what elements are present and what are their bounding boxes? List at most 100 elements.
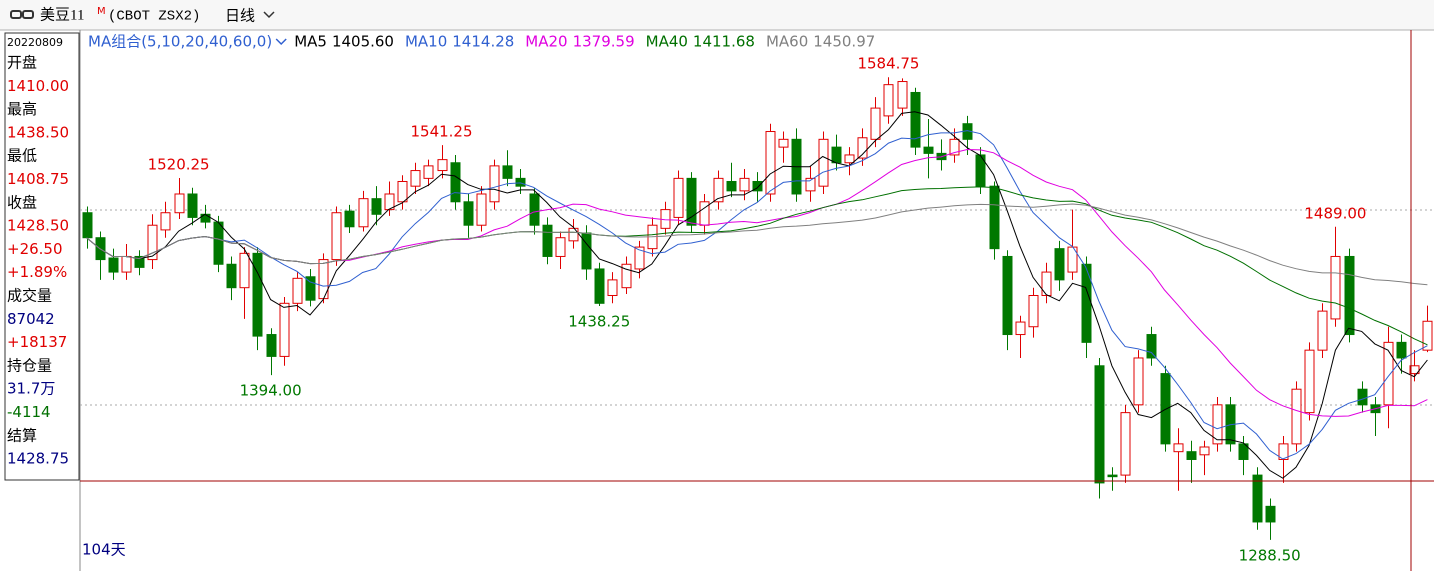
candle-body	[437, 159, 448, 172]
ma-legend: MA组合(5,10,20,40,60,0) MA5 1405.60 MA10 1414.…	[88, 33, 875, 51]
dropdown-arrow[interactable]	[263, 11, 275, 19]
candle-body	[1054, 248, 1065, 281]
info-item: 1428.50	[7, 217, 69, 235]
candle-body	[1396, 341, 1407, 359]
candle-body	[897, 81, 908, 109]
candle-body	[883, 84, 894, 117]
candle-body	[1212, 404, 1223, 445]
info-item: +1.89%	[7, 263, 67, 281]
candle-body	[805, 177, 816, 192]
ma-value: 1450.97	[813, 33, 875, 51]
candle-body	[239, 252, 250, 289]
ma-value: 1405.60	[332, 33, 394, 51]
code: (CBOT ZSX2)	[108, 9, 200, 25]
candle-body	[1146, 334, 1157, 359]
ma-line	[86, 203, 1428, 286]
ma-value: 1414.28	[452, 33, 514, 51]
candle-body	[726, 180, 737, 192]
info-list: 20220809 开盘 1410.00 最高 1438.50 最低 1408.75 收盘 142…	[7, 36, 69, 468]
candle-body	[358, 198, 369, 228]
candle-body	[949, 138, 960, 156]
candle-body	[174, 193, 185, 214]
candle-body	[147, 224, 158, 261]
superscript: M	[97, 6, 106, 17]
candle-body	[121, 255, 132, 273]
info-item: 持仓量	[7, 356, 52, 374]
candle-body	[568, 227, 579, 242]
candle-body	[423, 165, 434, 179]
extreme-label: 1394.00	[240, 382, 302, 400]
info-item: 1438.50	[7, 123, 69, 141]
candle-body	[292, 277, 303, 304]
candle-body	[397, 180, 408, 203]
candle-body	[213, 221, 224, 265]
candle-body	[371, 198, 382, 215]
candle-body	[1199, 446, 1210, 456]
candle-body	[1422, 320, 1433, 351]
candle-body	[502, 165, 513, 179]
candle-body	[818, 138, 829, 187]
candle-body	[1252, 474, 1263, 523]
ma-name: MA20	[525, 33, 567, 51]
candle-body	[542, 224, 553, 257]
extreme-label: 1288.50	[1239, 546, 1301, 564]
candle-body	[266, 334, 277, 357]
candle-body	[989, 185, 1000, 250]
days-label: 104天	[82, 541, 126, 559]
link-icon	[10, 10, 34, 19]
candle-body	[778, 138, 789, 148]
info-item: 收盘	[7, 193, 37, 211]
candle-body	[1028, 295, 1039, 328]
candle-body	[713, 177, 724, 203]
candle-body	[870, 107, 881, 140]
candle-body	[607, 279, 618, 297]
info-item: 结算	[7, 426, 37, 444]
ma-name: MA5	[294, 33, 327, 51]
candle-body	[1317, 310, 1328, 351]
period[interactable]: 日线	[225, 7, 255, 25]
info-item: 87042	[7, 310, 55, 328]
ma-line	[86, 130, 1428, 460]
symbol[interactable]: 美豆11	[40, 6, 84, 23]
candle-body	[1238, 443, 1249, 460]
candle-body	[555, 237, 566, 257]
candle-body	[489, 165, 500, 203]
ma-name: MA10	[405, 33, 447, 51]
ma-line	[86, 111, 1428, 479]
info-item: 31.7万	[7, 380, 55, 398]
candle-body	[187, 193, 198, 218]
info-item: 最高	[7, 100, 37, 118]
candle-body	[739, 177, 750, 192]
extreme-label: 1584.75	[857, 55, 919, 73]
candle-body	[450, 162, 461, 203]
info-item: 20220809	[7, 36, 63, 49]
extreme-label: 1489.00	[1304, 204, 1366, 222]
dropdown-arrow	[275, 38, 287, 46]
candle-body	[1015, 321, 1026, 336]
ma-group-label[interactable]: MA组合(5,10,20,40,60,0)	[88, 33, 272, 51]
candle-body	[134, 255, 145, 268]
ma-lines	[86, 111, 1428, 479]
extreme-label: 1438.25	[568, 313, 630, 331]
candle-body	[305, 276, 316, 301]
candle-body	[160, 212, 171, 231]
candle-body	[975, 154, 986, 187]
candle-body	[1409, 365, 1420, 375]
info-item: 1410.00	[7, 77, 69, 95]
ma-name: MA60	[766, 33, 808, 51]
candle-body	[1278, 443, 1289, 460]
candle-body	[331, 212, 342, 261]
candle-body	[1330, 255, 1341, 320]
candle-body	[1160, 373, 1171, 445]
candle-body	[581, 232, 592, 270]
info-item: 1408.75	[7, 170, 69, 188]
candle-body	[252, 252, 263, 337]
candle-body	[1002, 255, 1013, 336]
candle-body	[1304, 349, 1315, 414]
candle-body	[594, 268, 605, 304]
candle-body	[673, 177, 684, 218]
candle-body	[529, 193, 540, 226]
ma-value: 1411.68	[693, 33, 755, 51]
